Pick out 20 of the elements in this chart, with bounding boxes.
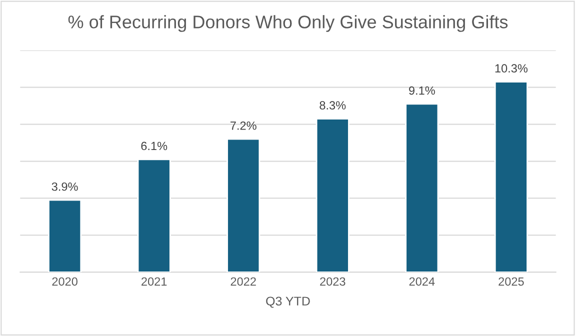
data-label: 6.1%: [141, 142, 168, 150]
data-label: 8.3%: [320, 101, 346, 110]
bar: [494, 81, 528, 272]
bar: [405, 103, 439, 272]
x-tick-label: 2021: [142, 277, 167, 286]
x-axis-title: Q3 YTD: [266, 296, 310, 308]
chart-title: % of Recurring Donors Who Only Give Sustaining Gifts: [68, 15, 508, 32]
x-tick-label: 2020: [52, 277, 78, 286]
bar: [48, 199, 82, 272]
data-label: 3.9%: [52, 182, 78, 191]
x-tick-label: 2022: [230, 277, 256, 286]
x-tick-label: 2023: [320, 277, 346, 286]
bar: [137, 158, 171, 272]
x-tick-label: 2025: [498, 277, 524, 286]
data-label: 7.2%: [230, 121, 256, 130]
x-tick-label: 2024: [409, 277, 435, 286]
data-label: 9.1%: [409, 86, 435, 95]
bar: [226, 138, 260, 272]
data-label: 10.3%: [495, 64, 528, 73]
bar: [316, 118, 350, 272]
